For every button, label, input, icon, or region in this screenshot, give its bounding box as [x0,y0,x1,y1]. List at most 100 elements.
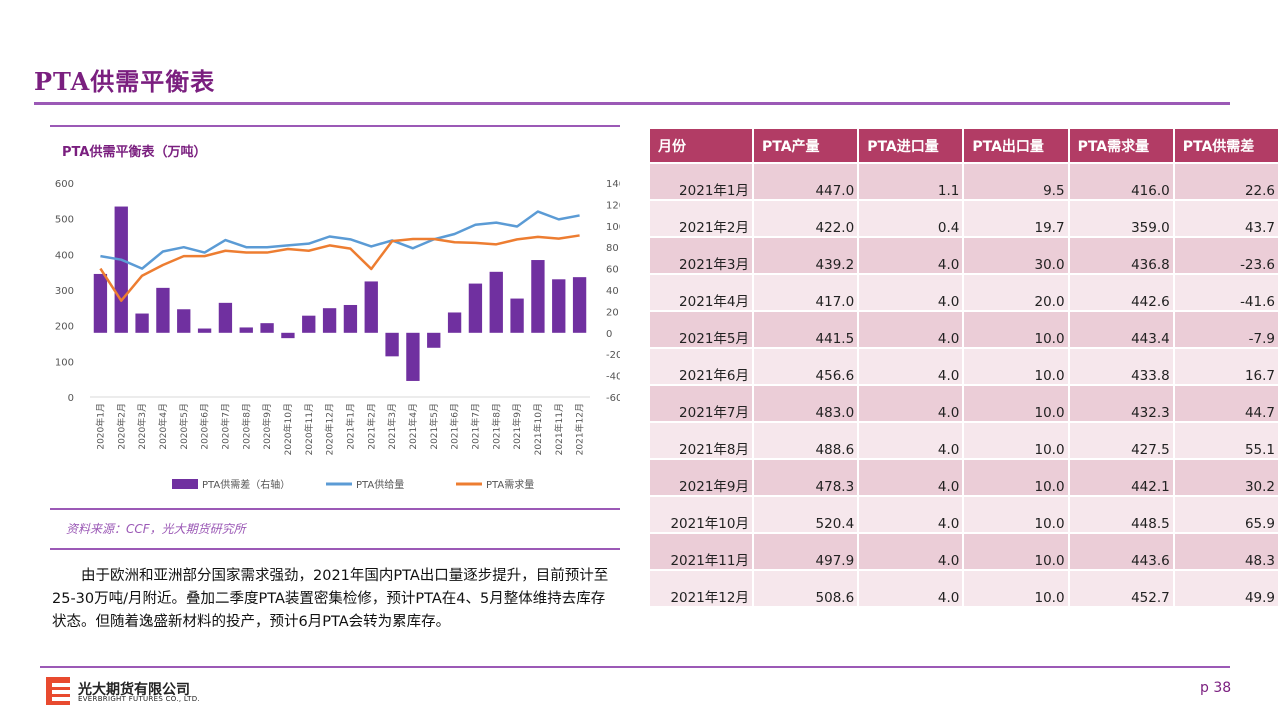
x-axis-tick-label: 2021年3月 [386,403,398,450]
table-cell: 9.5 [964,164,1068,199]
x-axis-tick-label: 2020年7月 [219,403,231,450]
table-cell: 16.7 [1174,349,1278,384]
x-axis-tick-label: 2020年10月 [282,403,294,455]
table-cell: -41.6 [1174,275,1278,310]
x-axis-tick-label: 2020年3月 [136,403,148,450]
x-axis-tick-label: 2020年9月 [261,403,273,450]
table-cell: 422.0 [754,201,858,236]
legend-label: PTA需求量 [486,479,534,491]
table-cell: -23.6 [1174,238,1278,273]
table-cell: 4.0 [859,497,963,532]
table-cell: 10.0 [964,571,1068,606]
left-axis-tick-label: 300 [55,286,74,297]
bar-supply-demand-gap [93,273,108,333]
bar-supply-demand-gap [239,327,253,333]
table-cell: 43.7 [1174,201,1278,236]
table-cell: 20.0 [964,275,1068,310]
right-axis-tick-label: 100 [606,222,620,233]
table-cell: 2021年10月 [650,497,752,532]
right-axis-tick-label: 80 [606,243,619,254]
bar-supply-demand-gap [177,309,191,333]
table-cell: 436.8 [1069,238,1173,273]
source-divider [50,548,620,550]
company-name-cn: 光大期货有限公司 [78,682,190,698]
table-cell: 4.0 [859,571,963,606]
bar-supply-demand-gap [364,281,378,333]
table-cell: 4.0 [859,460,963,495]
table-cell: 10.0 [964,423,1068,458]
table-cell: 520.4 [754,497,858,532]
right-axis-tick-label: -20 [606,350,620,361]
table-cell: 443.6 [1069,534,1173,569]
x-axis-tick-label: 2020年12月 [324,403,336,455]
analysis-note: 由于欧洲和亚洲部分国家需求强劲，2021年国内PTA出口量逐步提升，目前预计至2… [52,568,609,630]
table-cell: 10.0 [964,312,1068,347]
left-axis-tick-label: 400 [55,250,74,261]
table-row: 2021年4月 417.0 4.0 20.0 442.6 -41.6 [650,275,1278,310]
table-row: 2021年3月 439.2 4.0 30.0 436.8 -23.6 [650,238,1278,273]
bar-supply-demand-gap [531,260,545,333]
x-axis-tick-label: 2021年6月 [449,403,461,450]
table-cell: 441.5 [754,312,858,347]
table-cell: 4.0 [859,275,963,310]
table-cell: 439.2 [754,238,858,273]
table-cell: 508.6 [754,571,858,606]
x-axis-tick-label: 2020年1月 [94,403,106,450]
table-cell: 2021年4月 [650,275,752,310]
table-row: 2021年9月 478.3 4.0 10.0 442.1 30.2 [650,460,1278,495]
table-cell: 4.0 [859,534,963,569]
legend-label: PTA供需差（右轴） [202,478,290,491]
table-cell: 10.0 [964,534,1068,569]
table-cell: 2021年8月 [650,423,752,458]
table-cell: 427.5 [1069,423,1173,458]
right-axis-tick-label: 120 [606,200,620,211]
table-cell: 30.0 [964,238,1068,273]
bar-supply-demand-gap [406,332,420,381]
table-cell: 10.0 [964,497,1068,532]
table-header-cell: PTA需求量 [1069,129,1173,162]
table-header-cell: PTA进口量 [859,129,963,162]
footer-divider [40,666,1230,668]
table-row: 2021年8月 488.6 4.0 10.0 427.5 55.1 [650,423,1278,458]
chart-title: PTA供需平衡表（万吨） [62,145,207,160]
x-axis-tick-label: 2021年9月 [511,403,523,450]
page-title: PTA供需平衡表 [34,67,216,96]
x-axis-tick-label: 2021年5月 [428,403,440,450]
balance-table: 月份 PTA产量 PTA进口量 PTA出口量 PTA需求量 PTA供需差 2021年1月 4… [648,127,1280,608]
table-cell: 2021年12月 [650,571,752,606]
chart-top-divider [50,125,620,127]
right-axis-tick-label: 20 [606,307,619,318]
bar-supply-demand-gap [447,312,462,333]
table-cell: 4.0 [859,238,963,273]
table-cell: 432.3 [1069,386,1173,421]
x-axis-tick-label: 2021年2月 [365,403,377,450]
table-row: 2021年10月 520.4 4.0 10.0 448.5 65.9 [650,497,1278,532]
table-row: 2021年11月 497.9 4.0 10.0 443.6 48.3 [650,534,1278,569]
bar-supply-demand-gap [218,302,233,333]
bar-supply-demand-gap [156,287,170,333]
x-axis-tick-label: 2021年10月 [532,403,544,455]
table-cell: 433.8 [1069,349,1173,384]
table-cell: 55.1 [1174,423,1278,458]
table-cell: 30.2 [1174,460,1278,495]
left-axis-tick-label: 0 [68,393,74,404]
table-cell: 10.0 [964,460,1068,495]
table-cell: -7.9 [1174,312,1278,347]
table-cell: 488.6 [754,423,858,458]
legend-swatch-bar [172,479,198,489]
table-cell: 483.0 [754,386,858,421]
chart-source: 资料来源：CCF，光大期货研究所 [66,522,246,536]
title-divider [34,102,1230,105]
bar-supply-demand-gap [385,332,399,357]
page-number: p 38 [1200,680,1232,696]
x-axis-tick-label: 2020年8月 [240,403,252,450]
table-cell: 443.4 [1069,312,1173,347]
table-cell: 48.3 [1174,534,1278,569]
table-cell: 4.0 [859,423,963,458]
right-axis-tick-label: 0 [606,329,612,340]
table-cell: 2021年6月 [650,349,752,384]
table-cell: 22.6 [1174,164,1278,199]
table-cell: 44.7 [1174,386,1278,421]
table-cell: 4.0 [859,349,963,384]
table-cell: 2021年1月 [650,164,752,199]
